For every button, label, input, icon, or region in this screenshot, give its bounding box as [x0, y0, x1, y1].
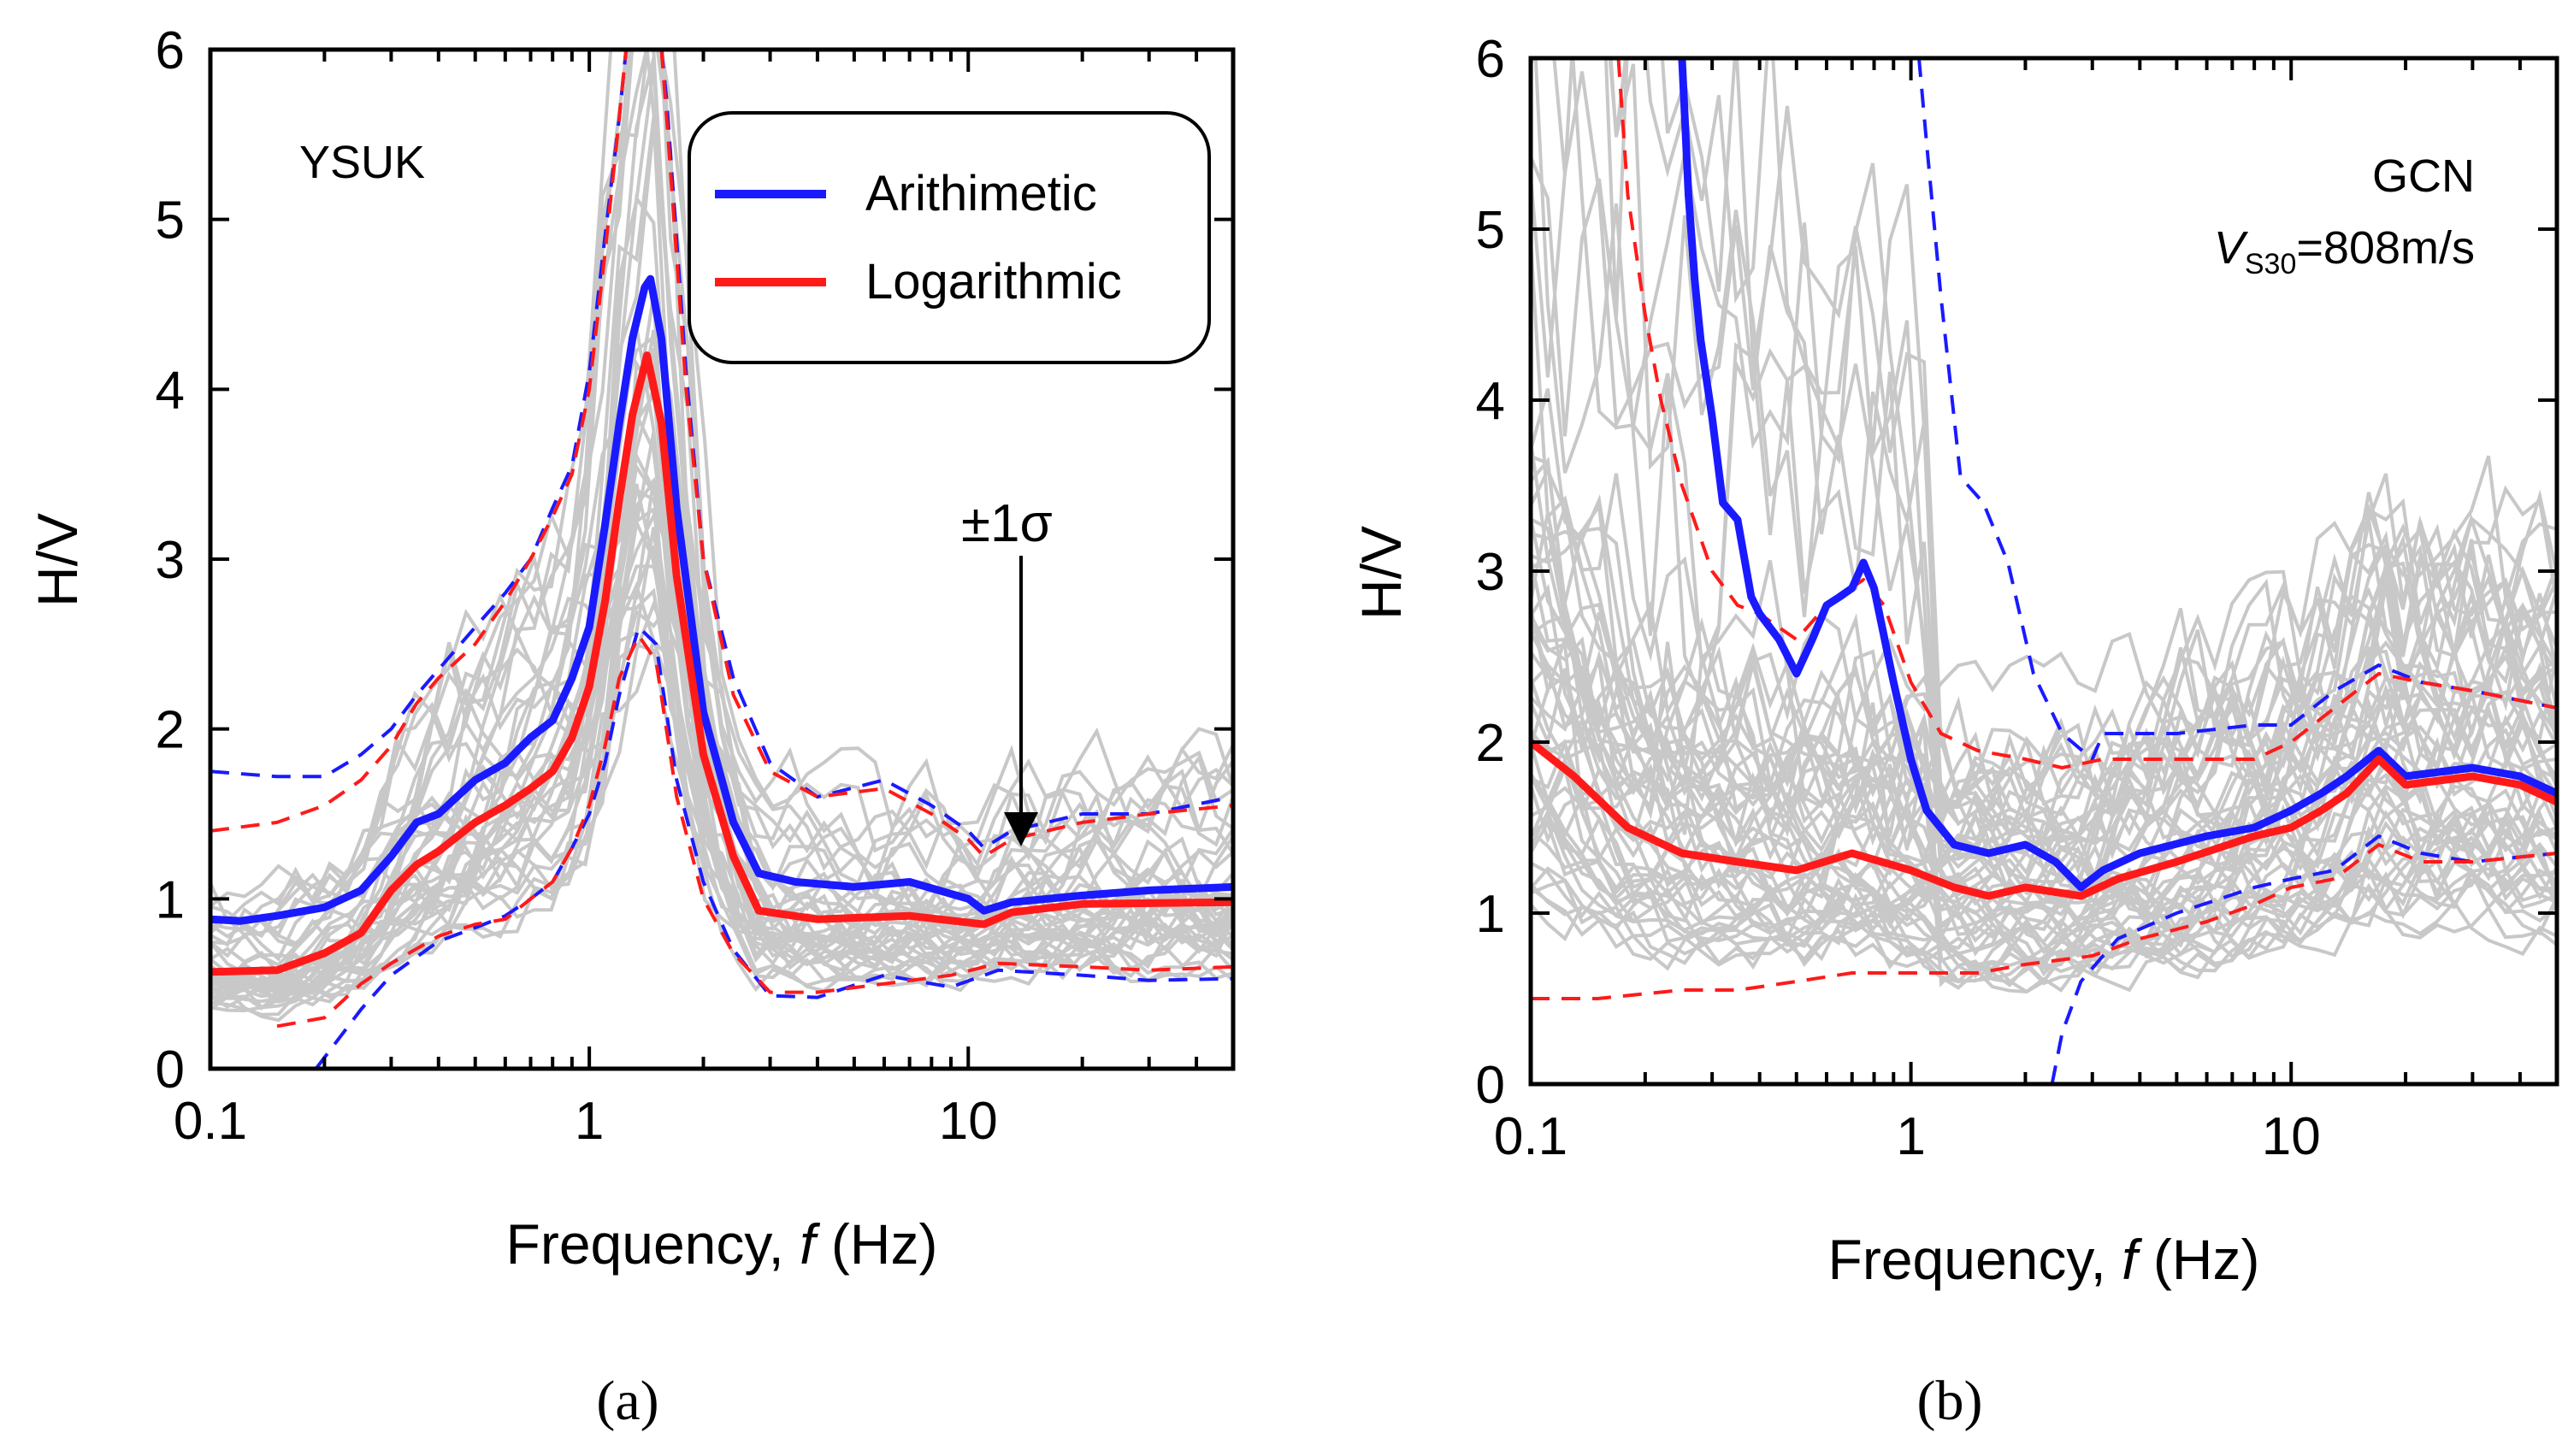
panel-b-record-line: [1531, 787, 2557, 956]
panel-b-record-line: [1531, 720, 2557, 934]
panel-a-chart: 0 1 2 3 4 5 6 0.1 1 10 YSUK Arithimetic Logarithm…: [26, 21, 1236, 1432]
panel-a-sigma-annotation: ±1σ: [961, 494, 1053, 553]
panel-b-record-line: [1531, 457, 2557, 844]
panel-b-station-label: GCN: [2372, 150, 2475, 202]
panel-a-series-logarithmic-dashed: [276, 634, 1233, 1029]
panel-a-individual-records: [210, 50, 1233, 1023]
panel-a-series-group: [210, 50, 1233, 1069]
panel-b-record-line: [1603, 58, 2557, 843]
panel-a-x-tick-label: 10: [939, 1092, 998, 1151]
panel-b-vs30-value: =808m/s: [2296, 222, 2475, 274]
panel-b-vs30-sub: S30: [2245, 248, 2297, 280]
panel-b-vs30-label: VS30=808m/s: [2214, 222, 2475, 280]
panel-b-x-axis-label: Frequency, f (Hz): [1828, 1228, 2260, 1291]
panel-b-y-tick-label: 2: [1476, 714, 1505, 773]
panel-b-record-line: [1533, 58, 2557, 896]
panel-b-y-tick-label: 0: [1476, 1056, 1505, 1115]
panel-a-record-line: [210, 483, 1233, 999]
panel-b-record-line: [1531, 801, 2557, 983]
panel-a-x-tick-label: 0.1: [174, 1092, 247, 1151]
panel-a-y-tick-label: 3: [156, 531, 185, 590]
legend-label-logarithmic: Logarithmic: [865, 254, 1122, 309]
panel-b-series-logarithmic: [1531, 739, 2557, 900]
panel-b-series-arithimetic-dashed: [1917, 58, 2557, 761]
panel-b-series-group: [1531, 58, 2557, 1084]
panel-a-record-line: [210, 50, 1233, 948]
panel-a-ticks: 0 1 2 3 4 5 6 0.1 1 10: [156, 21, 1235, 1151]
panel-b-x-tick-label: 1: [1896, 1107, 1925, 1166]
panel-b-y-tick-label: 4: [1476, 372, 1505, 431]
panel-b-y-tick-label: 3: [1476, 543, 1505, 602]
panel-b-record-line: [1531, 812, 2557, 958]
panel-b-chart: 0 1 2 3 4 5 6 0.1 1 10 GCN VS30=808m/s H/V Freque…: [1349, 30, 2559, 1432]
panel-b-y-tick-label: 6: [1476, 30, 1505, 89]
panel-b-series-logarithmic-dashed: [1531, 843, 2557, 1000]
panel-a-series-logarithmic-dashed: [210, 50, 629, 833]
panel-b-record-line: [1531, 682, 2557, 929]
panel-a-x-tick-label: 1: [575, 1092, 604, 1151]
panel-b-xlabel-prefix: Frequency,: [1828, 1228, 2122, 1291]
panel-a-legend-box: [688, 111, 1211, 364]
panel-a-record-line: [210, 117, 1233, 958]
legend-label-arithimetic: Arithimetic: [865, 166, 1097, 221]
panel-b-record-line: [1531, 631, 2557, 894]
panel-a-y-axis-label: H/V: [26, 513, 89, 607]
panel-b-record-line: [1531, 507, 2557, 808]
panel-b-record-line: [1531, 583, 2557, 905]
panel-b-y-tick-label: 5: [1476, 201, 1505, 260]
panel-b-record-line: [1531, 489, 2557, 821]
panel-a-xlabel-suffix: (Hz): [815, 1212, 937, 1276]
panel-a-series-arithimetic-dashed: [210, 50, 629, 779]
panel-a-xlabel-prefix: Frequency,: [506, 1212, 800, 1276]
panel-b-xlabel-suffix: (Hz): [2137, 1228, 2259, 1291]
panel-a-y-tick-label: 6: [156, 21, 185, 80]
panel-a-y-tick-label: 4: [156, 361, 185, 420]
panel-a-station-label: YSUK: [299, 137, 425, 188]
panel-a-y-tick-label: 0: [156, 1040, 185, 1099]
panel-a-y-tick-label: 1: [156, 870, 185, 929]
panel-b-series-logarithmic-dashed: [1616, 58, 2557, 769]
panel-b-x-tick-label: 0.1: [1494, 1107, 1567, 1166]
panel-b-individual-records: [1531, 58, 2557, 994]
panel-a-y-tick-label: 5: [156, 192, 185, 251]
panel-a-series-arithimetic-dashed: [314, 625, 1233, 1069]
panel-b-record-line: [1531, 662, 2557, 881]
panel-b-record-line: [1531, 724, 2557, 919]
panel-a-label: (a): [596, 1370, 658, 1432]
panel-a-series-arithimetic: [210, 274, 1233, 925]
panel-b-record-line: [1609, 58, 2557, 811]
panel-a-x-axis-label: Frequency, f (Hz): [506, 1212, 938, 1276]
panel-b-record-line: [1531, 513, 2557, 865]
panel-b-x-tick-label: 10: [2262, 1107, 2321, 1166]
panel-b-series-arithimetic: [1678, 58, 2557, 892]
panel-b-series-arithimetic-dashed: [2050, 834, 2557, 1084]
panel-a-series-logarithmic: [210, 351, 1233, 976]
panel-b-label: (b): [1917, 1370, 1983, 1432]
panel-a-series-logarithmic-dashed: [659, 50, 1233, 858]
panel-b-vs30-var: V: [2214, 222, 2249, 274]
panel-b-record-line: [1531, 757, 2557, 961]
panel-b-y-axis-label: H/V: [1349, 526, 1413, 620]
panel-a-y-tick-label: 2: [156, 701, 185, 760]
panel-b-record-line: [1531, 769, 2557, 948]
panel-b-y-tick-label: 1: [1476, 885, 1505, 944]
panel-a-legend: Arithimetic Logarithmic: [688, 111, 1211, 364]
panel-b-ticks: 0 1 2 3 4 5 6 0.1 1 10: [1476, 30, 2559, 1166]
